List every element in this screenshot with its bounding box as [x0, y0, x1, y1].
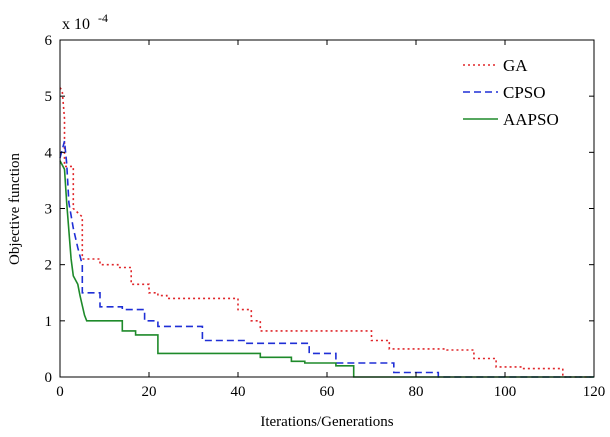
- series-line-aapso: [59, 160, 594, 378]
- legend-label-cpso: CPSO: [503, 83, 546, 102]
- x-tick-label: 100: [494, 384, 517, 400]
- y-axis: 0 1 2 3 4 5 6: [45, 33, 594, 386]
- series-layer: [59, 87, 594, 378]
- y-tick-label: 2: [45, 258, 53, 274]
- y-scale-exponent-label: x 10 -4: [62, 11, 108, 33]
- x-tick-label: 0: [56, 384, 64, 400]
- x-tick-label: 60: [320, 384, 335, 400]
- y-axis-title: Objective function: [7, 152, 23, 265]
- y-tick-label: 1: [45, 314, 53, 330]
- x-tick-label: 40: [231, 384, 246, 400]
- y-scale-exponent: -4: [98, 11, 108, 25]
- x-axis-title: Iterations/Generations: [260, 414, 393, 430]
- legend-label-aapso: AAPSO: [503, 110, 559, 129]
- legend-label-ga: GA: [503, 56, 528, 75]
- y-tick-label: 4: [45, 145, 53, 161]
- y-tick-label: 3: [45, 202, 53, 218]
- y-tick-label: 5: [45, 89, 53, 105]
- legend: GA CPSO AAPSO: [455, 48, 585, 135]
- x-axis: 0 20 40 60 80 100 120: [56, 40, 605, 400]
- y-tick-label: 0: [45, 370, 53, 386]
- x-tick-label: 120: [583, 384, 606, 400]
- y-tick-label: 6: [45, 33, 53, 49]
- y-scale-multiplier: x 10: [62, 16, 90, 33]
- x-tick-label: 20: [142, 384, 157, 400]
- x-tick-label: 80: [409, 384, 424, 400]
